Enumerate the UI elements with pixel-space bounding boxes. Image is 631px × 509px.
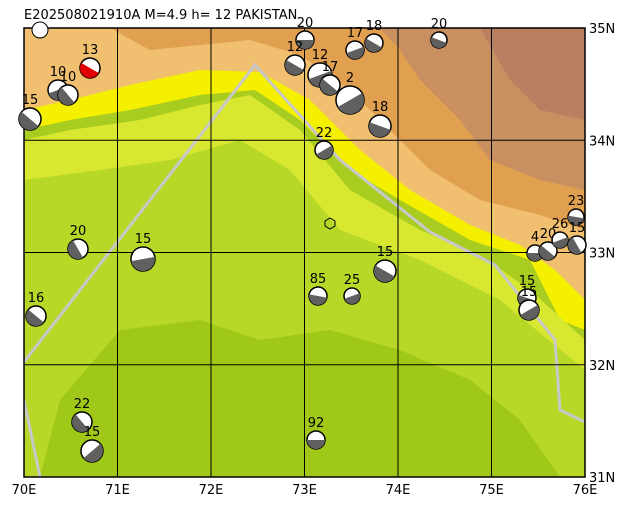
ball-quadrant	[568, 215, 584, 225]
title: E202508021910A M=4.9 h= 12 PAKISTAN	[24, 8, 297, 23]
depth-label: 17	[322, 60, 339, 75]
depth-label: 10	[50, 65, 67, 80]
beachball	[345, 40, 365, 60]
depth-label: 16	[28, 291, 45, 306]
beachball	[373, 259, 397, 283]
ball-quadrant	[285, 60, 304, 75]
depth-label: 10	[60, 70, 77, 85]
beachball	[295, 30, 315, 50]
ball-quadrant	[58, 87, 75, 105]
lon-label: 76E	[573, 483, 598, 498]
depth-label: 26	[552, 217, 569, 232]
beachball	[314, 140, 334, 160]
ball-quadrant	[365, 38, 382, 52]
lat-label: 33N	[589, 247, 615, 262]
beachball	[319, 74, 341, 96]
beachball	[551, 231, 569, 249]
ball-quadrant	[374, 265, 395, 282]
ball-quadrant	[337, 93, 364, 114]
ball-quadrant	[307, 440, 325, 449]
ball-quadrant	[83, 443, 103, 462]
beachball	[31, 21, 49, 39]
beachball	[284, 54, 306, 76]
depth-label: 18	[366, 19, 383, 34]
depth-label: 15	[84, 425, 101, 440]
depth-label: 15	[519, 274, 536, 289]
depth-label: 2	[346, 71, 354, 86]
ball-quadrant	[72, 414, 89, 432]
beachball	[306, 430, 326, 450]
ball-quadrant	[431, 37, 447, 48]
depth-label: 15	[569, 221, 586, 236]
depth-label: 22	[316, 126, 333, 141]
beachball	[567, 235, 587, 255]
ball-quadrant	[527, 253, 543, 261]
beachball	[430, 31, 448, 49]
depth-label: 20	[70, 224, 87, 239]
ball-quadrant	[346, 46, 364, 59]
beachball	[567, 208, 585, 226]
beachball	[364, 33, 384, 53]
lat-label: 34N	[589, 134, 615, 149]
lon-label: 75E	[479, 483, 504, 498]
depth-label: 15	[521, 285, 538, 300]
beachball	[25, 305, 47, 327]
lat-label: 35N	[589, 22, 615, 37]
ball-quadrant	[520, 305, 539, 320]
depth-label: 12	[312, 48, 329, 63]
lon-label: 70E	[12, 483, 37, 498]
depth-label: 4	[531, 230, 539, 245]
lon-label: 74E	[386, 483, 411, 498]
beachball	[130, 246, 156, 272]
ball-quadrant	[309, 294, 327, 305]
depth-label: 25	[344, 273, 361, 288]
beachball	[57, 84, 79, 106]
frame	[23, 27, 586, 478]
ball-quadrant	[552, 237, 568, 248]
ball-quadrant	[19, 111, 39, 130]
depth-label: 15	[377, 245, 394, 260]
lat-label: 32N	[589, 359, 615, 374]
ball-quadrant	[80, 63, 99, 78]
depth-label: 15	[22, 93, 39, 108]
depth-label: 15	[135, 232, 152, 247]
ball-quadrant	[344, 293, 360, 304]
beachball	[308, 286, 328, 306]
depth-label: 20	[431, 17, 448, 32]
depth-label: 17	[347, 26, 364, 41]
lon-label: 72E	[199, 483, 224, 498]
depth-label: 13	[82, 43, 99, 58]
beachball	[80, 439, 104, 463]
lon-label: 71E	[105, 483, 130, 498]
beachball	[18, 107, 42, 131]
ball-quadrant	[296, 40, 314, 49]
ball-quadrant	[539, 245, 555, 260]
depth-label: 20	[297, 16, 314, 31]
depth-label: 92	[308, 416, 325, 431]
ball-quadrant	[131, 256, 155, 271]
ball-quadrant	[369, 122, 391, 137]
beachball	[343, 287, 361, 305]
beachball	[368, 114, 392, 138]
beachball	[335, 85, 365, 115]
lon-label: 73E	[292, 483, 317, 498]
depth-label: 12	[287, 40, 304, 55]
depth-label: 18	[372, 100, 389, 115]
ball-quadrant	[316, 145, 333, 159]
depth-label: 22	[74, 397, 91, 412]
beachball	[79, 57, 101, 79]
beachball	[518, 299, 540, 321]
ball-quadrant	[320, 78, 338, 95]
depth-label: 85	[310, 272, 327, 287]
lat-label: 31N	[589, 471, 615, 486]
depth-label: 23	[568, 194, 585, 209]
beachball	[71, 411, 93, 433]
ball-quadrant	[568, 237, 582, 254]
beachball	[67, 238, 89, 260]
ball-quadrant	[26, 309, 44, 326]
ball-quadrant	[68, 240, 83, 259]
